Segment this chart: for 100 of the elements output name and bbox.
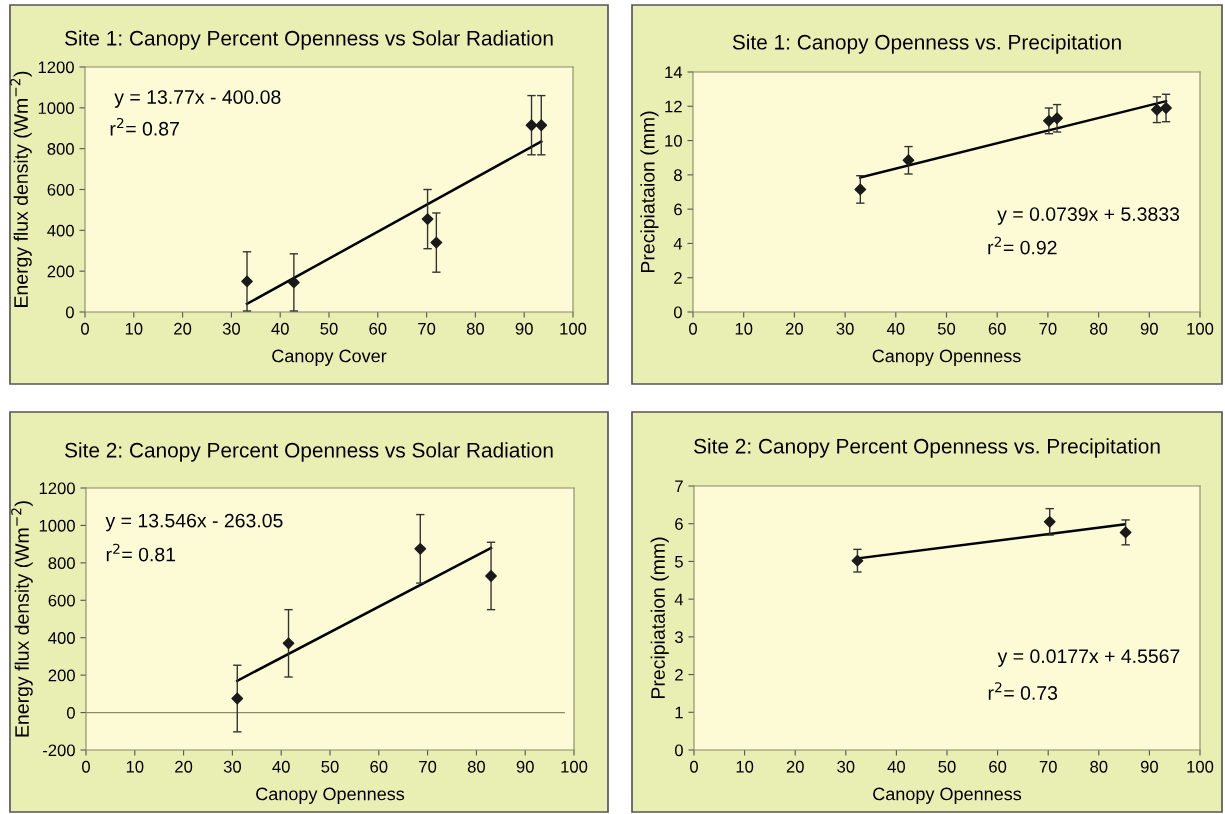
- x-tick-label: 10: [736, 760, 754, 773]
- x-tick-label: 10: [125, 322, 143, 335]
- x-tick-label: 90: [1140, 760, 1159, 773]
- x-tick-label: 90: [515, 322, 533, 335]
- x-axis-title: Canopy Openness: [872, 349, 1021, 366]
- point: [1043, 114, 1055, 127]
- x-tick-label: 0: [82, 760, 90, 773]
- y-tick-label: 0: [674, 744, 683, 757]
- y-tick-label: 600: [48, 594, 75, 607]
- x-axis-title: Canopy Openness: [873, 787, 1022, 804]
- x-tick-label: 70: [419, 760, 437, 773]
- y-axis-title: Precipiataion (mm): [640, 111, 659, 272]
- y-tick-label: 6: [675, 518, 683, 530]
- x-tick-label: 80: [1090, 760, 1108, 773]
- y-axis-title: Precipiataion (mm): [650, 537, 669, 698]
- x-tick-label: 80: [466, 322, 485, 335]
- annotation: y = 13.546x - 263.05: [105, 513, 283, 532]
- y-tick-label: 1: [675, 706, 683, 719]
- y-tick-label: 3: [674, 631, 683, 644]
- y-tick-label: 0: [673, 306, 682, 319]
- chart-title: Site 1: Canopy Percent Openness vs Solar Radiation: [65, 30, 553, 50]
- x-tick-label: 100: [1187, 322, 1214, 335]
- x-tick-label: 0: [690, 760, 698, 773]
- x-tick-label: 70: [1039, 760, 1057, 773]
- x-axis-title: Canopy Openness: [256, 787, 405, 804]
- x-tick-label: 30: [223, 760, 242, 773]
- x-tick-label: 0: [81, 322, 89, 335]
- x-tick-label: 20: [175, 760, 193, 773]
- x-tick-label: 30: [836, 322, 854, 335]
- y-tick-label: 5: [674, 556, 683, 568]
- point: [430, 236, 443, 249]
- point: [854, 183, 867, 196]
- y-tick-label: 2: [675, 668, 683, 681]
- point: [414, 542, 427, 555]
- point: [421, 213, 434, 225]
- x-axis-title: Canopy Cover: [272, 349, 387, 366]
- y-tick-label: 4: [674, 593, 684, 606]
- x-tick-label: 10: [126, 760, 144, 773]
- y-tick-label: 10: [665, 134, 682, 147]
- point: [287, 276, 300, 289]
- y-axis-title: Energy flux density (Wm$^{−2}$): [10, 71, 32, 307]
- x-tick-label: 40: [272, 760, 290, 773]
- x-tick-label: 40: [887, 760, 906, 773]
- x-tick-label: 90: [1140, 322, 1158, 335]
- x-tick-label: 100: [560, 322, 587, 335]
- point: [525, 119, 538, 132]
- y-tick-label: -200: [42, 744, 75, 757]
- y-tick-label: 200: [47, 265, 74, 278]
- x-tick-label: 80: [467, 760, 486, 773]
- annotation: r$^{2}$= 0.81: [106, 543, 176, 562]
- chart-title: Site 2: Canopy Percent Openness vs. Precipitation: [694, 438, 1160, 458]
- point: [1051, 112, 1063, 125]
- x-tick-label: 70: [1039, 322, 1057, 335]
- y-tick-label: 1200: [39, 482, 75, 495]
- annotation: r$^{2}$= 0.87: [110, 117, 179, 136]
- x-tick-label: 40: [886, 322, 905, 335]
- x-tick-label: 0: [689, 322, 697, 335]
- x-tick-label: 30: [222, 322, 241, 335]
- point: [241, 275, 253, 288]
- x-tick-label: 20: [785, 322, 804, 335]
- y-tick-label: 200: [48, 669, 75, 682]
- point: [902, 154, 915, 167]
- y-axis-title: Energy flux density (Wm$^{−2}$): [11, 501, 33, 737]
- x-tick-label: 50: [937, 322, 956, 335]
- annotation: y = 13.77x - 400.08: [114, 90, 281, 108]
- y-tick-label: 6: [674, 203, 682, 216]
- annotation: r$^{2}$= 0.73: [988, 682, 1058, 700]
- y-tick-label: 1200: [38, 61, 74, 74]
- x-tick-label: 30: [837, 760, 855, 773]
- point: [485, 570, 497, 582]
- y-tick-label: 1000: [39, 519, 75, 532]
- y-tick-label: 4: [673, 238, 683, 250]
- y-tick-label: 14: [665, 66, 683, 79]
- x-tick-label: 10: [735, 322, 753, 335]
- x-tick-label: 60: [369, 322, 387, 335]
- point: [1160, 102, 1172, 114]
- y-tick-label: 400: [48, 632, 75, 644]
- x-tick-label: 50: [321, 760, 339, 773]
- x-tick-label: 20: [786, 760, 804, 773]
- point: [535, 119, 548, 132]
- x-tick-label: 60: [988, 322, 1006, 335]
- point: [1151, 103, 1163, 116]
- annotation: r$^{2}$= 0.92: [988, 236, 1057, 255]
- x-tick-label: 100: [1187, 760, 1214, 773]
- y-tick-label: 7: [675, 480, 683, 493]
- chart-title: Site 2: Canopy Percent Openness vs Solar Radiation: [65, 442, 553, 462]
- x-tick-label: 50: [938, 760, 956, 773]
- x-tick-label: 60: [989, 760, 1007, 773]
- point: [851, 554, 864, 567]
- y-tick-label: 1000: [38, 102, 74, 115]
- y-tick-label: 2: [674, 272, 682, 284]
- x-tick-label: 60: [370, 760, 388, 773]
- annotation: y = 0.0739x + 5.3833: [997, 207, 1180, 225]
- point: [231, 692, 244, 705]
- y-tick-label: 0: [66, 706, 75, 719]
- annotation: y = 0.0177x + 4.5567: [997, 649, 1180, 667]
- point: [1119, 526, 1132, 539]
- chart-title: Site 1: Canopy Openness vs. Precipitation: [732, 34, 1121, 54]
- y-tick-label: 800: [47, 143, 74, 155]
- x-tick-label: 80: [1090, 322, 1108, 335]
